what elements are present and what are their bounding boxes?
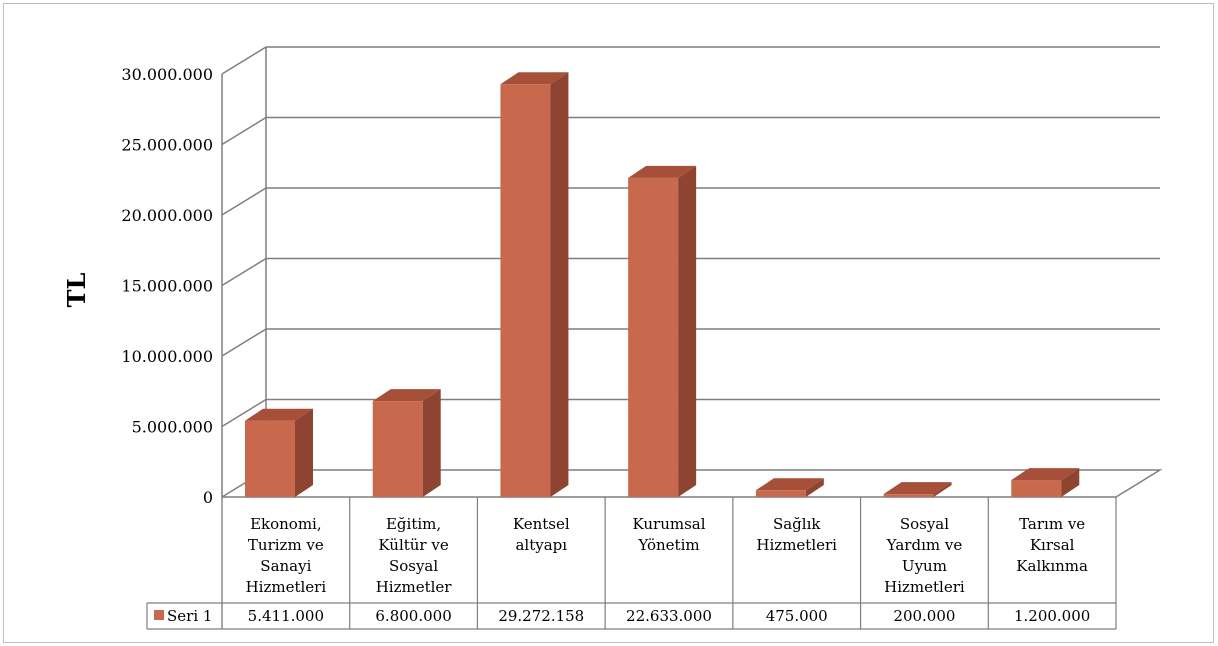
bar-top <box>755 478 824 491</box>
bar-side <box>805 478 824 497</box>
bar <box>628 165 697 497</box>
y-tick-label: 10.000.000 <box>121 347 213 366</box>
bar-side <box>422 389 441 497</box>
y-axis-label: TL <box>62 273 91 308</box>
category-label: Tarım ve Kırsal Kalkınma <box>1016 515 1088 575</box>
legend-label: Seri 1 <box>167 607 212 625</box>
value-label: 200.000 <box>893 607 955 625</box>
bar-side <box>550 72 569 497</box>
y-tick-labels: 0 5.000.000 10.000.000 15.000.000 20.000.000… <box>121 65 213 507</box>
value-label: 1.200.000 <box>1014 607 1090 625</box>
gridline-diag <box>221 116 267 146</box>
category-label: Eğitim, Kültür ve Sosyal Hizmetler <box>376 515 453 596</box>
bar-front <box>883 494 934 497</box>
data-table: Ekonomi, Turizm ve Sanayi Hizmetleri Eğitim,… <box>146 497 1117 630</box>
y-tick-label: 30.000.000 <box>121 65 213 84</box>
category-label: Ekonomi, Turizm ve Sanayi Hizmetleri <box>246 515 327 596</box>
bar-top <box>883 482 952 495</box>
bar-side <box>933 482 952 497</box>
gridline-diag <box>221 257 267 287</box>
value-label: 475.000 <box>766 607 828 625</box>
bar-front <box>500 84 551 497</box>
value-label: 29.272.158 <box>498 607 584 625</box>
value-label: 6.800.000 <box>375 607 451 625</box>
bar-top <box>1011 468 1080 481</box>
category-label: Kurumsal Yönetim <box>632 515 705 554</box>
bar-front <box>372 401 423 497</box>
bar-side <box>295 408 313 497</box>
bars <box>245 72 1080 497</box>
gridline-diag <box>221 46 267 75</box>
bar-front <box>755 490 806 497</box>
y-tick-label: 0 <box>203 488 213 507</box>
bar <box>883 482 952 497</box>
category-label: Sağlık Hizmetleri <box>756 515 837 554</box>
chart-frame <box>3 3 1214 643</box>
value-label: 22.633.000 <box>626 607 712 625</box>
bar-front <box>1011 480 1062 497</box>
bar-top <box>628 165 697 178</box>
bar-side <box>678 165 697 497</box>
bar-side <box>1061 468 1080 497</box>
bar-front <box>245 420 295 497</box>
bar-top <box>245 408 313 421</box>
bar-front <box>628 177 679 497</box>
category-label: Sosyal Yardım ve Uyum Hizmetleri <box>884 515 965 596</box>
value-label: 5.411.000 <box>248 607 324 625</box>
y-tick-label: 25.000.000 <box>121 136 213 155</box>
bar <box>245 408 313 497</box>
bar-top <box>372 389 441 402</box>
y-tick-label: 15.000.000 <box>121 277 213 296</box>
bar <box>1011 468 1080 497</box>
gridline-diag <box>221 398 267 428</box>
bar <box>755 478 824 497</box>
gridline-diag <box>221 187 267 216</box>
y-tick-label: 20.000.000 <box>121 206 213 225</box>
category-label: Kentsel altyapı <box>513 515 570 554</box>
bar-top <box>500 72 569 85</box>
bar <box>372 389 441 497</box>
legend-swatch <box>154 610 164 620</box>
gridline-diag <box>221 328 267 357</box>
y-tick-label: 5.000.000 <box>132 418 213 437</box>
bar <box>500 72 569 497</box>
